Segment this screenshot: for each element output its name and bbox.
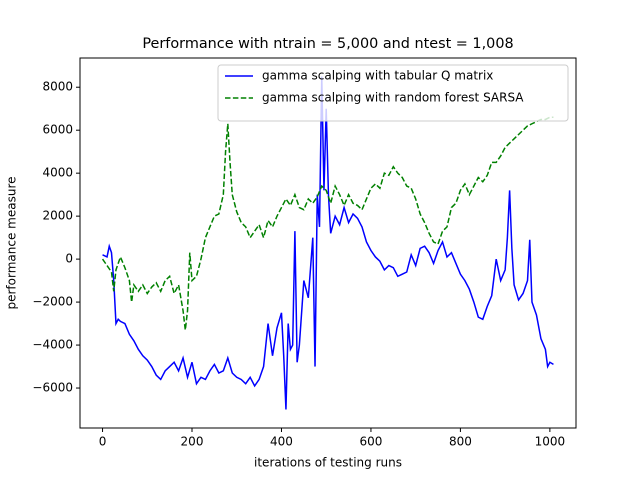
plot-frame [79, 57, 577, 429]
x-tick-label: 400 [270, 435, 293, 449]
y-tick-label: −2000 [32, 295, 73, 309]
y-tick-label: −4000 [32, 338, 73, 352]
x-axis-label: iterations of testing runs [254, 456, 402, 470]
y-tick-label: 2000 [42, 209, 73, 223]
y-tick-label: 6000 [42, 123, 73, 137]
x-tick-label: 600 [359, 435, 382, 449]
y-tick-label: 8000 [42, 80, 73, 94]
x-tick-label: 200 [181, 435, 204, 449]
data-line [101, 116, 554, 331]
legend-box [217, 64, 569, 122]
y-tick-label: 0 [65, 252, 73, 266]
y-axis-label: performance measure [5, 176, 19, 309]
x-tick-label: 0 [99, 435, 107, 449]
y-tick-label: −6000 [32, 381, 73, 395]
legend-label: gamma scalping with tabular Q matrix [262, 69, 493, 83]
chart-title: Performance with ntrain = 5,000 and ntes… [142, 36, 513, 52]
legend-label: gamma scalping with random forest SARSA [262, 91, 524, 105]
x-tick-label: 1000 [535, 435, 566, 449]
y-tick-label: 4000 [42, 166, 73, 180]
x-tick-label: 800 [449, 435, 472, 449]
